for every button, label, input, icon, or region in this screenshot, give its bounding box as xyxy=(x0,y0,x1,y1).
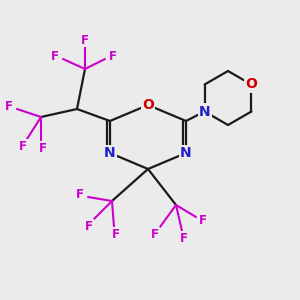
Text: O: O xyxy=(245,77,257,92)
Text: N: N xyxy=(199,104,210,118)
Text: F: F xyxy=(81,34,89,46)
Text: N: N xyxy=(180,146,192,160)
Text: F: F xyxy=(180,232,188,244)
Text: F: F xyxy=(76,188,84,202)
Text: F: F xyxy=(109,50,117,62)
Text: F: F xyxy=(85,220,93,232)
Text: F: F xyxy=(39,142,47,154)
Text: F: F xyxy=(51,50,59,62)
Text: N: N xyxy=(104,146,116,160)
Text: F: F xyxy=(19,140,27,152)
Text: O: O xyxy=(142,98,154,112)
Text: F: F xyxy=(151,227,159,241)
Text: F: F xyxy=(112,227,120,241)
Text: F: F xyxy=(199,214,207,227)
Text: F: F xyxy=(5,100,13,113)
